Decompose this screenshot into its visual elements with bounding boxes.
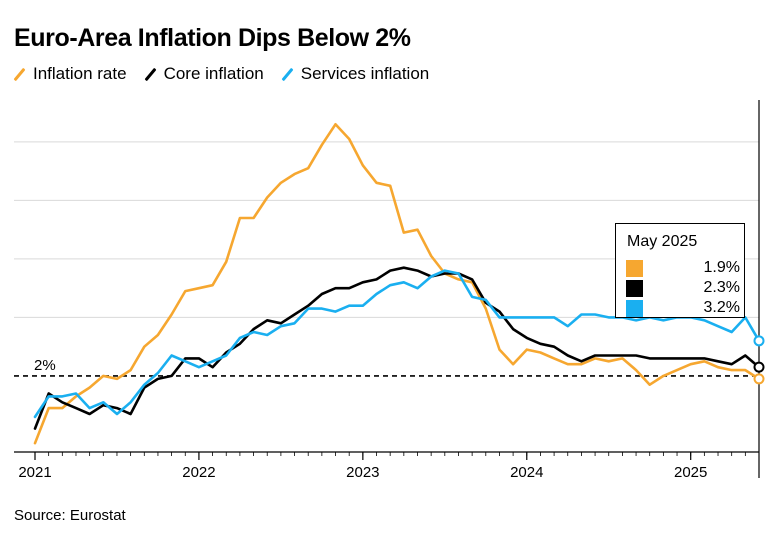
end-marker-core-inflation	[753, 361, 765, 373]
tooltip-swatch-services-inflation	[626, 300, 643, 317]
legend-label-inflation-rate: Inflation rate	[33, 64, 127, 83]
reference-line-label: 2%	[34, 357, 56, 374]
end-marker-inflation-rate	[753, 373, 765, 385]
legend-item-core-inflation: Core inflation	[144, 64, 264, 84]
tooltip-value-services-inflation: 3.2%	[703, 299, 740, 316]
source-note: Source: Eurostat	[14, 507, 126, 524]
legend-label-core-inflation: Core inflation	[163, 64, 264, 83]
x-tick-label-2021: 2021	[18, 464, 51, 481]
legend-item-inflation-rate: Inflation rate	[13, 64, 127, 84]
tooltip-value-core-inflation: 2.3%	[703, 279, 740, 296]
tooltip-swatch-inflation-rate	[626, 260, 643, 277]
series-line-core-inflation	[33, 266, 761, 430]
tooltip-row-inflation-rate: 1.9%	[626, 259, 740, 277]
tooltip-value-inflation-rate: 1.9%	[703, 259, 740, 276]
legend: Inflation rate Core inflation Services i…	[13, 64, 430, 84]
chart-title: Euro-Area Inflation Dips Below 2%	[14, 24, 411, 52]
tooltip-row-core-inflation: 2.3%	[626, 279, 740, 297]
hover-tooltip: May 2025 1.9% 2.3% 3.2%	[615, 223, 745, 318]
series-line-inflation-rate	[33, 123, 761, 445]
x-tick-label-2022: 2022	[182, 464, 215, 481]
tooltip-swatch-core-inflation	[626, 280, 643, 297]
tooltip-row-services-inflation: 3.2%	[626, 299, 740, 317]
x-tick-label-2025: 2025	[674, 464, 707, 481]
legend-item-services-inflation: Services inflation	[281, 64, 430, 84]
series-line-services-inflation	[33, 269, 761, 419]
x-tick-label-2024: 2024	[510, 464, 543, 481]
legend-label-services-inflation: Services inflation	[300, 64, 430, 83]
end-marker-services-inflation	[753, 335, 765, 347]
tooltip-date: May 2025	[627, 233, 698, 250]
x-tick-label-2023: 2023	[346, 464, 379, 481]
